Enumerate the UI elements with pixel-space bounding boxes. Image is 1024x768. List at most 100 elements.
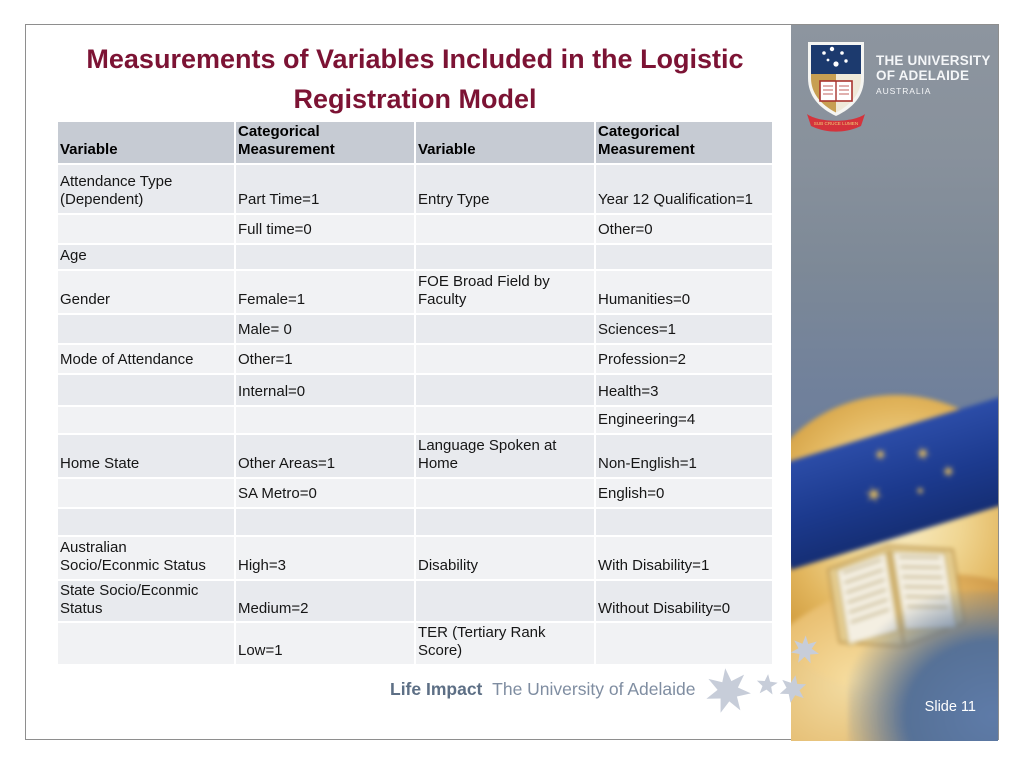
decorative-star-icon	[756, 674, 778, 695]
variables-table: Variable Categorical Measurement Variable C…	[56, 120, 774, 666]
table-cell: Age	[58, 244, 234, 269]
side-panel: ✶ ✶ ✶ ✶ ✶	[791, 25, 998, 741]
table-cell: Internal=0	[236, 374, 414, 405]
table-cell	[58, 406, 234, 433]
column-header: Variable	[416, 122, 594, 163]
table-row: Male= 0 Sciences=1	[58, 314, 772, 343]
column-header: Categorical Measurement	[596, 122, 772, 163]
band-star-icon: ✶	[912, 482, 928, 500]
table-cell: Home State	[58, 434, 234, 477]
table-cell: Sciences=1	[596, 314, 772, 343]
table-cell	[58, 623, 234, 664]
band-star-icon: ✶	[938, 460, 960, 486]
table-row: Full time=0 Other=0	[58, 214, 772, 243]
table-cell: Australian Socio/Econmic Status	[58, 536, 234, 579]
table-cell: Other=1	[236, 344, 414, 373]
mace-photo-inner: ✶ ✶ ✶ ✶ ✶	[791, 340, 998, 741]
table-cell: Non-English=1	[596, 434, 772, 477]
table-cell	[58, 374, 234, 405]
table-cell: Male= 0	[236, 314, 414, 343]
table-cell	[58, 314, 234, 343]
university-logo: SUB CRUCE LUMEN THE UNIVERSITY OF ADELAI…	[805, 38, 991, 132]
table-row: Internal=0 Health=3	[58, 374, 772, 405]
column-header: Categorical Measurement	[236, 122, 414, 163]
table-cell	[416, 344, 594, 373]
slide-title: Measurements of Variables Included in th…	[56, 39, 774, 119]
slide: Measurements of Variables Included in th…	[25, 24, 999, 741]
table-cell	[58, 478, 234, 507]
table-row: SA Metro=0 English=0	[58, 478, 772, 507]
table-cell	[416, 406, 594, 433]
table-cell	[236, 406, 414, 433]
table-cell: SA Metro=0	[236, 478, 414, 507]
table-cell: Profession=2	[596, 344, 772, 373]
table-cell: Low=1	[236, 623, 414, 664]
table-row: Australian Socio/Econmic Status High=3 Dis…	[58, 536, 772, 579]
table-cell	[236, 244, 414, 269]
table-row	[58, 508, 772, 535]
table-cell: Other=0	[596, 214, 772, 243]
footer-institution-text: The University of Adelaide	[492, 679, 696, 699]
table-cell: FOE Broad Field by Faculty	[416, 270, 594, 313]
crest-motto: SUB CRUCE LUMEN	[814, 121, 858, 126]
crest-ribbon	[807, 114, 865, 132]
table-cell: Entry Type	[416, 164, 594, 213]
table-cell: Attendance Type (Dependent)	[58, 164, 234, 213]
table-row: Home State Other Areas=1 Language Spoken a…	[58, 434, 772, 477]
logo-line3: AUSTRALIA	[876, 86, 932, 96]
table-cell: Year 12 Qualification=1	[596, 164, 772, 213]
table-cell: Full time=0	[236, 214, 414, 243]
table-cell: Health=3	[596, 374, 772, 405]
logo-line1: THE UNIVERSITY	[876, 53, 991, 68]
table-cell: Female=1	[236, 270, 414, 313]
table-cell: With Disability=1	[596, 536, 772, 579]
table-row: Low=1 TER (Tertiary Rank Score)	[58, 623, 772, 664]
table-cell: High=3	[236, 536, 414, 579]
table-row: Mode of Attendance Other=1 Profession=2	[58, 344, 772, 373]
crest-stars-icon	[822, 46, 848, 67]
slide-title-line2: Registration Model	[293, 84, 537, 114]
slide-title-line1: Measurements of Variables Included in th…	[86, 44, 744, 74]
footer-institution: The University of Adelaide	[487, 679, 695, 699]
university-logo-text: THE UNIVERSITY OF ADELAIDE AUSTRALIA	[876, 38, 991, 132]
table-row: State Socio/Econmic Status Medium=2 Withou…	[58, 580, 772, 622]
table-cell	[596, 623, 772, 664]
band-star-icon: ✶	[911, 440, 935, 469]
decorative-star-icon	[706, 668, 751, 713]
table-cell: Mode of Attendance	[58, 344, 234, 373]
table-row: Gender Female=1 FOE Broad Field by Faculty…	[58, 270, 772, 313]
footer-brand: Life Impact	[390, 679, 483, 699]
table-cell	[416, 374, 594, 405]
table-cell: Part Time=1	[236, 164, 414, 213]
table-cell: Disability	[416, 536, 594, 579]
band-star-icon: ✶	[870, 443, 892, 469]
logo-line2: OF ADELAIDE	[876, 68, 970, 83]
table-row: Attendance Type (Dependent) Part Time=1 En…	[58, 164, 772, 213]
table-cell	[416, 478, 594, 507]
band-star-icon: ✶	[860, 479, 888, 512]
table-cell: English=0	[596, 478, 772, 507]
table-cell	[596, 508, 772, 535]
table-cell: Medium=2	[236, 580, 414, 622]
table-cell	[596, 244, 772, 269]
blue-corner-shadow	[848, 591, 998, 741]
table-cell: Other Areas=1	[236, 434, 414, 477]
table-cell	[58, 214, 234, 243]
table-cell: Without Disability=0	[596, 580, 772, 622]
table-cell	[416, 580, 594, 622]
crest-book-icon	[819, 80, 853, 102]
table-cell	[58, 508, 234, 535]
table-cell	[416, 244, 594, 269]
table-row: Age	[58, 244, 772, 269]
table-cell: Humanities=0	[596, 270, 772, 313]
table-cell	[416, 508, 594, 535]
table-cell: Language Spoken at Home	[416, 434, 594, 477]
mace-photo: ✶ ✶ ✶ ✶ ✶	[791, 370, 998, 741]
slide-number: Slide 11	[924, 699, 976, 715]
variables-table-body: Variable Categorical Measurement Variable C…	[58, 122, 772, 664]
university-crest-icon: SUB CRUCE LUMEN	[807, 42, 865, 132]
footer: Life Impact The University of Adelaide	[390, 679, 695, 700]
table-row: Engineering=4	[58, 406, 772, 433]
table-cell: Gender	[58, 270, 234, 313]
column-header: Variable	[58, 122, 234, 163]
